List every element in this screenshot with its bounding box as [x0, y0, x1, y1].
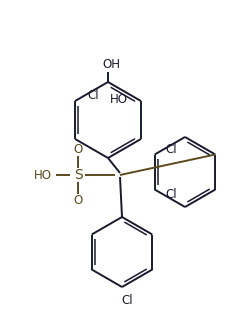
Text: Cl: Cl [165, 143, 176, 156]
Text: Cl: Cl [121, 293, 133, 307]
Text: HO: HO [34, 169, 52, 181]
Text: Cl: Cl [165, 188, 176, 201]
Text: HO: HO [110, 92, 128, 106]
Text: O: O [73, 195, 83, 207]
Text: Cl: Cl [87, 89, 99, 101]
Text: S: S [74, 168, 82, 182]
Text: OH: OH [102, 58, 120, 70]
Text: O: O [73, 142, 83, 156]
